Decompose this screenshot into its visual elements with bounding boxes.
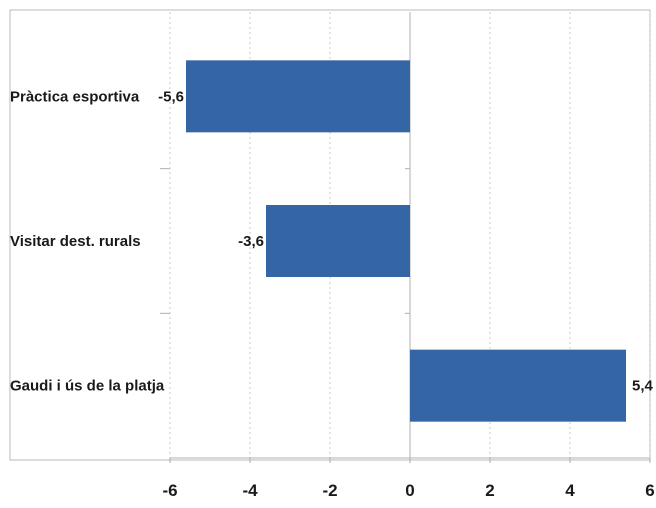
- data-label: -3,6: [238, 233, 264, 250]
- category-labels: Pràctica esportiva Visitar dest. rurals Ga…: [10, 88, 165, 394]
- category-label: Visitar dest. rurals: [10, 233, 141, 250]
- x-tick-label: 0: [405, 481, 414, 500]
- x-tick-label: -6: [162, 481, 177, 500]
- bars: [186, 60, 626, 422]
- x-tick-label: -2: [322, 481, 337, 500]
- data-labels: -5,6 -3,6 5,4: [158, 88, 653, 394]
- x-tick-label: 4: [565, 481, 575, 500]
- x-tick-label: 2: [485, 481, 494, 500]
- data-label: -5,6: [158, 88, 184, 105]
- bar: [410, 349, 626, 422]
- x-tick-label: -4: [242, 481, 258, 500]
- category-label: Pràctica esportiva: [10, 88, 140, 105]
- x-tick-labels: -6 -4 -2 0 2 4 6: [162, 481, 654, 500]
- bar: [266, 205, 410, 277]
- bar: [186, 60, 410, 133]
- data-label: 5,4: [632, 378, 654, 395]
- category-label: Gaudi i ús de la platja: [10, 378, 165, 395]
- x-tick-label: 6: [645, 481, 654, 500]
